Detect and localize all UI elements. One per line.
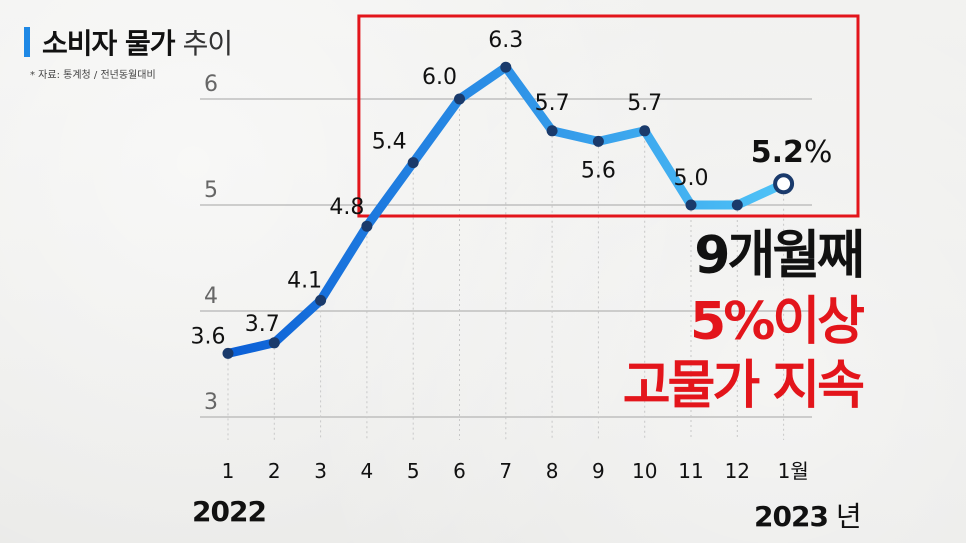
data-point-3 bbox=[361, 220, 373, 232]
data-label-6: 6.3 bbox=[488, 28, 523, 53]
x-tick-10: 11 bbox=[678, 459, 703, 483]
data-point-8 bbox=[592, 135, 604, 147]
x-tick-6: 7 bbox=[499, 459, 512, 483]
data-point-10 bbox=[685, 199, 697, 211]
data-points bbox=[222, 61, 795, 359]
data-point-2 bbox=[315, 294, 327, 306]
y-tick-6: 6 bbox=[204, 72, 218, 97]
x-tick-0: 1 bbox=[222, 459, 235, 483]
year-end-suffix: 년 bbox=[835, 500, 862, 533]
data-label-5: 6.0 bbox=[422, 65, 457, 90]
y-tick-5: 5 bbox=[204, 178, 218, 203]
x-tick-1: 2 bbox=[268, 459, 281, 483]
data-labels: 3.6 3.7 4.1 4.8 5.4 6.0 6.3 5.7 5.6 5.7 5.0 5.2% bbox=[191, 28, 833, 349]
x-tick-11: 12 bbox=[725, 459, 750, 483]
data-point-6 bbox=[500, 61, 512, 73]
year-start: 2022 bbox=[192, 495, 267, 528]
chart-title: 소비자 물가 추이 bbox=[24, 22, 234, 62]
data-point-9 bbox=[639, 125, 651, 137]
data-point-12 bbox=[773, 173, 795, 195]
y-axis-ticks: 3 4 5 6 bbox=[204, 72, 218, 415]
year-end-number: 2023 bbox=[754, 500, 829, 533]
source-note: * 자료: 통계청 / 전년동월대비 bbox=[30, 70, 156, 81]
data-label-9: 5.7 bbox=[627, 91, 662, 116]
x-tick-2: 3 bbox=[314, 459, 327, 483]
data-label-12: 5.2% bbox=[751, 135, 833, 170]
data-label-8: 5.6 bbox=[581, 158, 616, 183]
data-point-4 bbox=[407, 157, 419, 169]
y-tick-4: 4 bbox=[204, 284, 218, 309]
data-label-0: 3.6 bbox=[191, 324, 226, 349]
data-label-2: 4.1 bbox=[287, 268, 322, 293]
x-tick-12: 1월 bbox=[778, 459, 809, 483]
vertical-guides bbox=[227, 67, 785, 440]
data-point-7 bbox=[546, 125, 558, 137]
title-sub: 추이 bbox=[182, 27, 234, 60]
headline-line-1: 9개월째 bbox=[694, 226, 865, 286]
x-tick-3: 4 bbox=[361, 459, 374, 483]
x-tick-7: 8 bbox=[546, 459, 559, 483]
x-tick-9: 10 bbox=[632, 459, 657, 483]
year-end: 2023 년 bbox=[754, 495, 862, 535]
data-label-3: 4.8 bbox=[329, 195, 364, 220]
data-label-1: 3.7 bbox=[245, 312, 280, 337]
data-point-1 bbox=[268, 337, 280, 349]
x-tick-8: 9 bbox=[592, 459, 605, 483]
x-axis-ticks: 1 2 3 4 5 6 7 8 9 10 11 12 1월 bbox=[222, 459, 809, 483]
data-point-5 bbox=[454, 93, 465, 105]
title-main: 소비자 물가 bbox=[42, 27, 176, 60]
highlight-box bbox=[357, 14, 860, 218]
data-point-11 bbox=[731, 199, 743, 211]
title-accent-bar bbox=[24, 27, 30, 57]
data-label-7: 5.7 bbox=[535, 91, 570, 116]
headline-line-3: 고물가 지속 bbox=[622, 356, 865, 416]
x-tick-4: 5 bbox=[407, 459, 420, 483]
data-label-4: 5.4 bbox=[372, 130, 407, 155]
data-label-10: 5.0 bbox=[674, 166, 709, 191]
headline-line-2: 5%이상 bbox=[690, 292, 865, 352]
y-tick-3: 3 bbox=[204, 390, 218, 415]
data-point-0 bbox=[222, 347, 234, 359]
x-tick-5: 6 bbox=[453, 459, 466, 483]
